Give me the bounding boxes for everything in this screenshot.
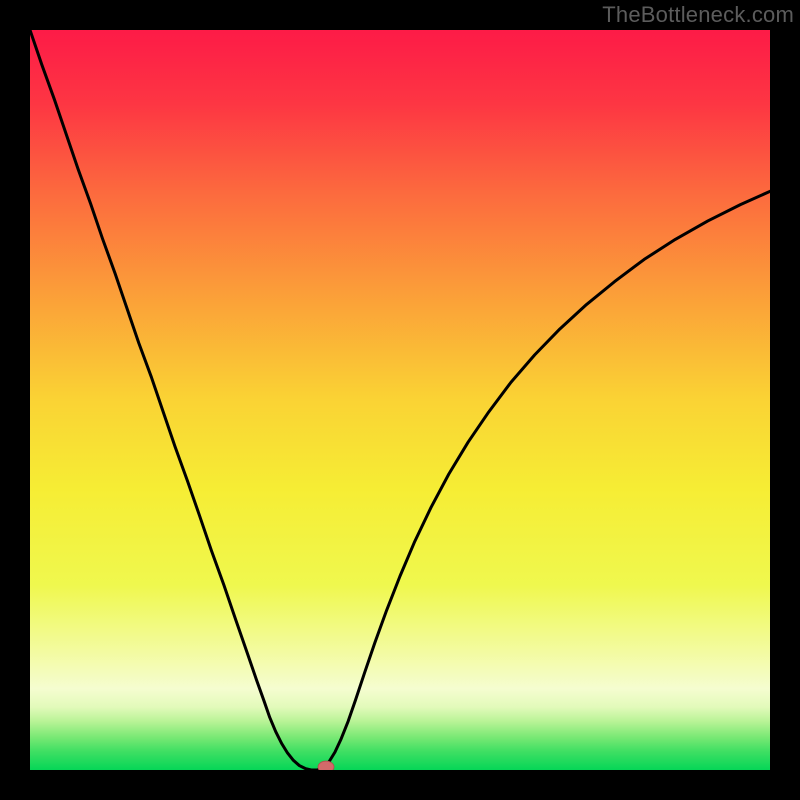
watermark-text: TheBottleneck.com bbox=[602, 2, 794, 28]
chart-container: TheBottleneck.com bbox=[0, 0, 800, 800]
plot-background bbox=[30, 30, 770, 770]
chart-svg bbox=[0, 0, 800, 800]
